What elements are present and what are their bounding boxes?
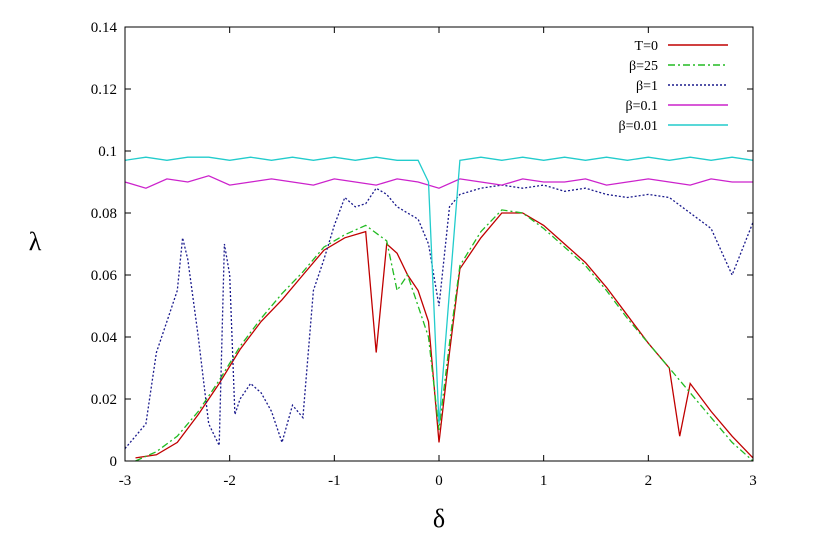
legend-label: β=0.1 <box>625 99 658 114</box>
series-line-1 <box>135 209 754 462</box>
y-axis-label: λ <box>29 227 42 256</box>
series-line-4 <box>124 156 754 424</box>
y-tick-label: 0.08 <box>91 206 117 222</box>
legend-label: β=0.01 <box>618 119 658 134</box>
x-tick-label: 1 <box>540 473 548 489</box>
y-tick-label: 0 <box>110 454 118 470</box>
plot-frame <box>124 26 754 462</box>
series-line-2 <box>124 184 754 450</box>
series-layer <box>124 156 754 462</box>
legend: T=0 β=25 β=1 β=0.1 β=0.01 <box>618 39 728 134</box>
x-tick-label: 3 <box>749 473 757 489</box>
y-tick-label: 0.06 <box>91 268 118 284</box>
ticks-layer: -3 -2 -1 0 1 2 3 0 0.02 0.04 0.06 0.08 0.1 0.12 0.14 <box>91 20 757 489</box>
x-tick-label: -2 <box>223 473 236 489</box>
x-tick-label: -1 <box>328 473 341 489</box>
y-tick-label: 0.14 <box>91 20 118 36</box>
y-tick-label: 0.02 <box>91 392 117 408</box>
y-tick-label: 0.12 <box>91 82 117 98</box>
legend-label: β=25 <box>629 59 658 74</box>
series-line-3 <box>124 175 753 189</box>
x-tick-label: 0 <box>435 473 443 489</box>
series-line-0 <box>135 212 754 459</box>
legend-label: β=1 <box>636 79 658 94</box>
x-tick-label: 2 <box>645 473 653 489</box>
legend-label: T=0 <box>635 39 658 54</box>
y-tick-label: 0.04 <box>91 330 118 346</box>
x-axis-label: δ <box>433 504 445 533</box>
y-tick-label: 0.1 <box>98 144 117 160</box>
x-tick-label: -3 <box>119 473 132 489</box>
